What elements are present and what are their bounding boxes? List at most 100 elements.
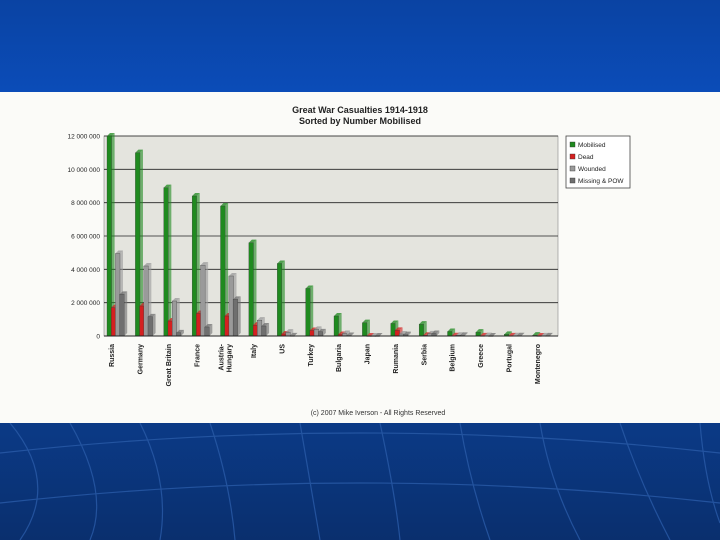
x-tick-label-germany: Germany: [138, 344, 145, 374]
bar-missing-pow-russia: [119, 294, 125, 337]
bar-top-mobilised: [277, 260, 285, 264]
x-tick-label-japan: Japan: [365, 344, 372, 364]
bar-top-mobilised: [220, 203, 229, 206]
bar-top-mobilised: [504, 331, 512, 335]
bar-mobilised-france: [191, 195, 197, 337]
bar-side-missing-pow: [407, 331, 411, 336]
bar-top-wounded: [314, 326, 322, 330]
bar-top-mobilised: [107, 133, 115, 136]
bar-side-missing-pow: [464, 332, 468, 336]
x-tick-label-bulgaria: Bulgaria: [336, 344, 343, 372]
bar-side-mobilised: [253, 239, 257, 336]
bar-missing-pow-france: [204, 326, 210, 337]
bar-top-wounded: [370, 332, 379, 336]
y-tick-label: 2 000 000: [71, 300, 100, 307]
bar-wounded-great-britain: [171, 300, 177, 337]
bar-top-wounded: [541, 332, 549, 336]
bar-top-dead: [508, 332, 517, 336]
bar-side-missing-pow: [549, 332, 553, 336]
legend: Mobilised Dead Wounded Missing & POW: [565, 135, 631, 189]
bar-top-missing-pow: [176, 329, 184, 333]
bar-side-mobilised: [338, 313, 342, 336]
bar-top-wounded: [285, 329, 294, 333]
bar-top-mobilised: [248, 239, 257, 243]
bar-group-germany: [135, 149, 156, 337]
bar-top-mobilised: [447, 328, 456, 332]
bar-mobilised-germany: [135, 152, 141, 337]
x-tick-label-greece: Greece: [478, 344, 485, 368]
bar-top-wounded: [228, 273, 237, 276]
bar-side-missing-pow: [351, 332, 355, 336]
plot-area: 0 2 000 000 4 000 000 6 000 000 8 000 000 10 …: [67, 133, 559, 386]
bar-side-missing-pow: [209, 324, 213, 336]
bar-side-mobilised: [452, 328, 456, 336]
x-tick-label-turkey: Turkey: [308, 344, 315, 367]
bar-top-missing-pow: [119, 291, 128, 295]
bar-dead-germany: [139, 305, 145, 337]
bar-top-missing-pow: [289, 332, 298, 336]
x-tick-label-montenegro: Montenegro: [535, 344, 542, 384]
bar-top-dead: [394, 327, 403, 331]
bar-side-mobilised: [310, 285, 314, 336]
bar-dead-austria-hungary: [224, 315, 230, 337]
bar-side-missing-pow: [237, 296, 241, 336]
bar-group-rumania: [390, 320, 411, 337]
bar-side-wounded: [205, 262, 209, 336]
bar-top-missing-pow: [488, 332, 497, 336]
chart-svg: Great War Casualties 1914-1918 Sorted by…: [67, 105, 631, 417]
bar-top-wounded: [172, 298, 180, 301]
bar-side-mobilised: [168, 184, 172, 336]
bar-top-dead: [536, 332, 545, 336]
bar-top-missing-pow: [147, 313, 156, 317]
legend-box: [565, 135, 631, 189]
bar-top-mobilised: [305, 285, 314, 289]
bar-group-russia: [106, 133, 128, 337]
decorative-lines: [0, 423, 720, 540]
bar-group-bulgaria: [333, 313, 355, 337]
bar-dead-france: [196, 313, 202, 337]
bar-mobilised-bulgaria: [333, 315, 339, 337]
bar-top-missing-pow: [204, 324, 213, 327]
bar-dead-italy: [252, 325, 258, 337]
legend-swatch-dead: [569, 153, 576, 160]
bar-top-wounded: [512, 332, 521, 336]
bar-dead-great-britain: [167, 320, 173, 337]
bar-top-missing-pow: [460, 332, 468, 336]
bar-top-mobilised: [390, 320, 399, 324]
bar-missing-pow-austria-hungary: [232, 299, 238, 337]
bar-side-wounded: [290, 329, 294, 336]
bar-side-mobilised: [196, 193, 200, 336]
bar-top-mobilised: [419, 321, 427, 325]
bar-side-missing-pow: [521, 332, 525, 336]
bar-wounded-turkey: [313, 329, 319, 337]
bar-mobilised-japan: [362, 322, 368, 337]
bar-top-missing-pow: [346, 332, 355, 336]
copyright-text: (c) 2007 Mike Iverson - All Rights Reser…: [311, 410, 446, 417]
x-tick-label-great-britain: Great Britain: [166, 344, 173, 386]
bar-side-mobilised: [139, 149, 143, 336]
legend-swatch-missing-pow: [569, 177, 576, 184]
x-tick-label-serbia: Serbia: [421, 344, 428, 366]
y-tick-label: 6 000 000: [71, 234, 100, 241]
legend-label-dead: Dead: [578, 154, 594, 161]
bar-mobilised-austria-hungary: [220, 205, 226, 337]
bar-wounded-germany: [143, 265, 149, 337]
bar-side-wounded: [176, 298, 180, 336]
bar-mobilised-italy: [248, 242, 254, 337]
legend-label-mobilised: Mobilised: [578, 142, 606, 149]
bar-top-missing-pow: [261, 323, 270, 326]
bar-side-missing-pow: [294, 332, 298, 336]
bar-side-missing-pow: [266, 323, 270, 336]
bar-mobilised-us: [277, 263, 282, 337]
bar-side-missing-pow: [322, 328, 326, 336]
bar-top-wounded: [257, 317, 265, 321]
bar-mobilised-serbia: [418, 324, 424, 337]
x-tick-label-austria-hungary: Austria-Hungary: [219, 343, 234, 372]
bar-top-wounded: [342, 330, 350, 334]
x-tick-label-belgium: Belgium: [450, 344, 457, 372]
bar-group-serbia: [418, 321, 440, 337]
y-tick-label: 12 000 000: [67, 134, 100, 141]
bar-top-wounded: [115, 250, 123, 254]
bar-missing-pow-turkey: [318, 331, 323, 337]
bar-dead-turkey: [309, 330, 315, 337]
